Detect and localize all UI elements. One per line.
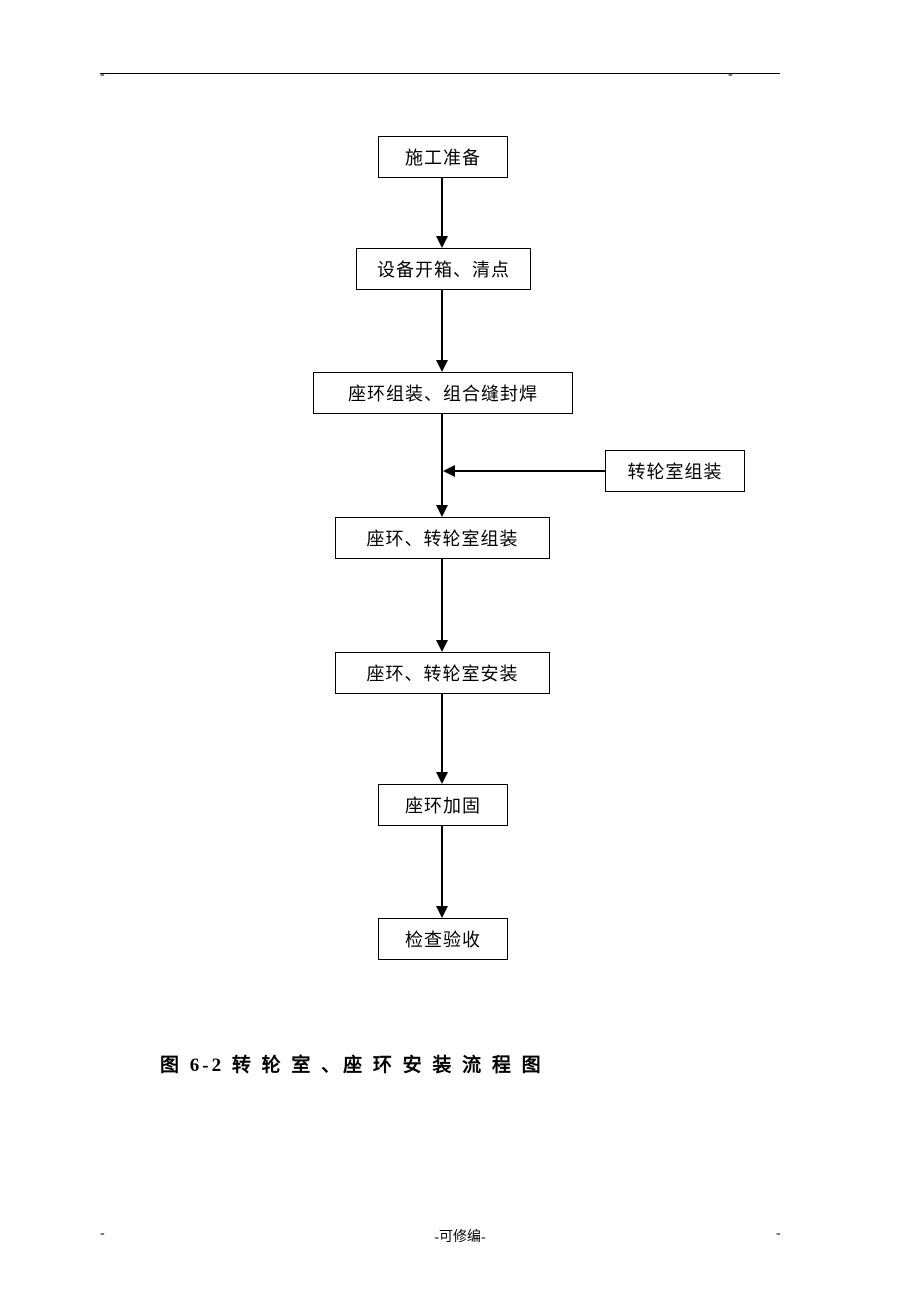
footer-dash-left: -: [100, 1226, 105, 1242]
flowchart-node-n6: 座环、转轮室安装: [335, 652, 550, 694]
flowchart-edge: [441, 290, 443, 362]
flowchart-edge: [441, 559, 443, 642]
arrow-head-icon: [436, 906, 448, 918]
flowchart-edge: [453, 470, 605, 472]
arrow-head-icon: [436, 505, 448, 517]
header-dash-right: -: [728, 67, 733, 83]
arrow-head-icon: [436, 360, 448, 372]
flowchart-diagram: 施工准备设备开箱、清点座环组装、组合缝封焊转轮室组装座环、转轮室组装座环、转轮室…: [0, 130, 920, 1000]
footer-dash-right: -: [776, 1226, 781, 1242]
flowchart-node-n1: 施工准备: [378, 136, 508, 178]
flowchart-node-n3: 座环组装、组合缝封焊: [313, 372, 573, 414]
flowchart-node-n2: 设备开箱、清点: [356, 248, 531, 290]
footer-text: -可修编-: [434, 1226, 485, 1246]
flowchart-edge: [441, 694, 443, 774]
arrow-head-icon: [436, 772, 448, 784]
arrow-head-icon: [443, 465, 455, 477]
flowchart-edge: [441, 826, 443, 908]
flowchart-node-n5: 座环、转轮室组装: [335, 517, 550, 559]
header-rule: [100, 73, 780, 74]
flowchart-edge: [441, 414, 443, 507]
arrow-head-icon: [436, 236, 448, 248]
flowchart-edge: [441, 178, 443, 238]
flowchart-node-n7: 座环加固: [378, 784, 508, 826]
arrow-head-icon: [436, 640, 448, 652]
flowchart-node-n4: 转轮室组装: [605, 450, 745, 492]
flowchart-node-n8: 检查验收: [378, 918, 508, 960]
header-dash-left: -: [100, 67, 105, 83]
figure-caption: 图 6-2 转 轮 室 、座 环 安 装 流 程 图: [160, 1050, 544, 1077]
